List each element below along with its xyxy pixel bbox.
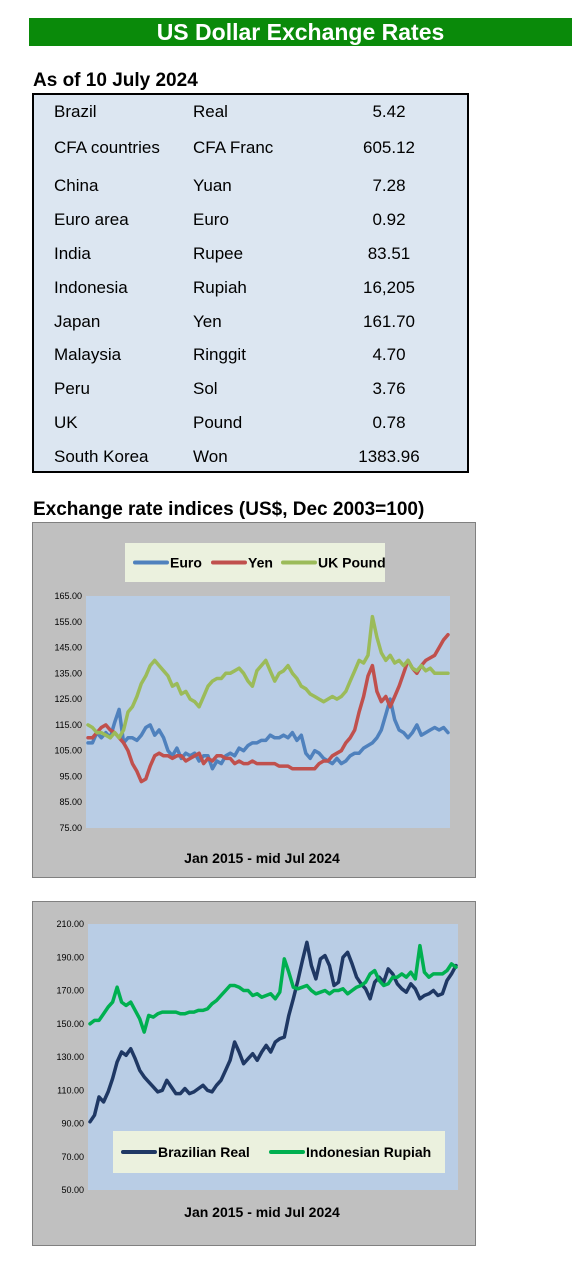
page-title: US Dollar Exchange Rates xyxy=(29,18,572,46)
chart-1-svg: 165.00 155.00 145.00 135.00 125.00 115.00 105.… xyxy=(54,543,450,866)
chart-euro-yen-pound: 165.00 155.00 145.00 135.00 125.00 115.00 105.… xyxy=(32,522,476,878)
y-tick-label: 170.00 xyxy=(56,986,84,996)
rate-cell: 1383.96 xyxy=(358,447,420,466)
currency-cell: Ringgit xyxy=(193,345,246,364)
rate-row: Euro area Euro 0.92 xyxy=(34,210,467,230)
rate-row: Malaysia Ringgit 4.70 xyxy=(34,345,467,365)
rate-row: Peru Sol 3.76 xyxy=(34,379,467,399)
y-tick-label: 190.00 xyxy=(56,952,84,962)
currency-cell: Won xyxy=(193,447,228,466)
legend-label: Euro xyxy=(170,555,202,571)
y-tick-label: 105.00 xyxy=(54,746,82,756)
series-line-2 xyxy=(86,614,450,740)
y-tick-label: 130.00 xyxy=(56,1052,84,1062)
legend-label: Brazilian Real xyxy=(158,1144,250,1160)
y-tick-label: 210.00 xyxy=(56,919,84,929)
series-line-0 xyxy=(86,697,450,771)
country-cell: Japan xyxy=(54,312,101,331)
indices-heading: Exchange rate indices (US$, Dec 2003=100… xyxy=(33,499,425,520)
y-tick-label: 50.00 xyxy=(61,1185,84,1195)
country-cell: Peru xyxy=(54,379,90,398)
currency-cell: CFA Franc xyxy=(193,138,274,157)
currency-cell: Real xyxy=(193,102,228,121)
rate-cell: 605.12 xyxy=(363,138,415,157)
chart-real-rupiah: 210.00 190.00 170.00 150.00 130.00 110.00 90.0… xyxy=(32,901,476,1246)
rate-cell: 7.28 xyxy=(372,176,406,195)
as-of-date: As of 10 July 2024 xyxy=(33,70,198,91)
currency-cell: Pound xyxy=(193,413,243,432)
rate-row: India Rupee 83.51 xyxy=(34,244,467,264)
rate-row: Indonesia Rupiah 16,205 xyxy=(34,278,467,298)
y-tick-label: 90.00 xyxy=(61,1119,84,1129)
y-tick-label: 115.00 xyxy=(55,720,82,730)
rate-cell: 3.76 xyxy=(372,379,406,398)
rate-row: CFA countries CFA Franc 605.12 xyxy=(34,138,467,158)
country-cell: China xyxy=(54,176,99,195)
country-cell: South Korea xyxy=(54,447,149,466)
y-tick-label: 125.00 xyxy=(54,694,82,704)
y-tick-label: 110.00 xyxy=(57,1085,84,1095)
rate-cell: 0.78 xyxy=(372,413,406,432)
rate-cell: 161.70 xyxy=(363,312,415,331)
rate-row: UK Pound 0.78 xyxy=(34,413,467,433)
country-cell: Euro area xyxy=(54,210,129,229)
country-cell: CFA countries xyxy=(54,138,160,157)
rate-row: China Yuan 7.28 xyxy=(34,176,467,196)
country-cell: Malaysia xyxy=(54,345,122,364)
x-axis-label: Jan 2015 - mid Jul 2024 xyxy=(184,1204,340,1220)
chart-2-svg: 210.00 190.00 170.00 150.00 130.00 110.00 90.0… xyxy=(56,919,458,1220)
series-line-1 xyxy=(88,943,458,1034)
rate-cell: 83.51 xyxy=(367,244,411,263)
currency-cell: Yen xyxy=(193,312,222,331)
legend-label: Indonesian Rupiah xyxy=(306,1144,431,1160)
rate-cell: 5.42 xyxy=(372,102,406,121)
currency-cell: Rupee xyxy=(193,244,244,263)
rate-row: Brazil Real 5.42 xyxy=(34,102,467,122)
currency-cell: Yuan xyxy=(193,176,232,195)
rate-cell: 4.70 xyxy=(372,345,406,364)
rate-row: Japan Yen 161.70 xyxy=(34,312,467,332)
rate-cell: 0.92 xyxy=(372,210,406,229)
y-tick-label: 135.00 xyxy=(54,668,82,678)
y-tick-label: 70.00 xyxy=(61,1152,84,1162)
y-tick-label: 165.00 xyxy=(54,591,82,601)
legend-label: UK Pound xyxy=(318,555,386,571)
y-tick-label: 75.00 xyxy=(59,823,82,833)
y-tick-label: 155.00 xyxy=(54,617,82,627)
exchange-rate-table: Brazil Real 5.42 CFA countries CFA Franc 605.… xyxy=(32,93,469,473)
country-cell: Indonesia xyxy=(54,278,128,297)
currency-cell: Euro xyxy=(193,210,229,229)
country-cell: Brazil xyxy=(54,102,97,121)
plot-area xyxy=(86,596,450,828)
rate-cell: 16,205 xyxy=(363,278,415,297)
currency-cell: Rupiah xyxy=(193,278,247,297)
country-cell: India xyxy=(54,244,91,263)
series-line-1 xyxy=(86,632,450,784)
rate-row: South Korea Won 1383.96 xyxy=(34,447,467,467)
y-tick-label: 150.00 xyxy=(56,1019,84,1029)
country-cell: UK xyxy=(54,413,78,432)
y-tick-label: 145.00 xyxy=(54,643,82,653)
x-axis-label: Jan 2015 - mid Jul 2024 xyxy=(184,850,340,866)
y-tick-label: 95.00 xyxy=(59,771,82,781)
y-tick-label: 85.00 xyxy=(59,797,82,807)
currency-cell: Sol xyxy=(193,379,218,398)
legend-label: Yen xyxy=(248,555,273,571)
